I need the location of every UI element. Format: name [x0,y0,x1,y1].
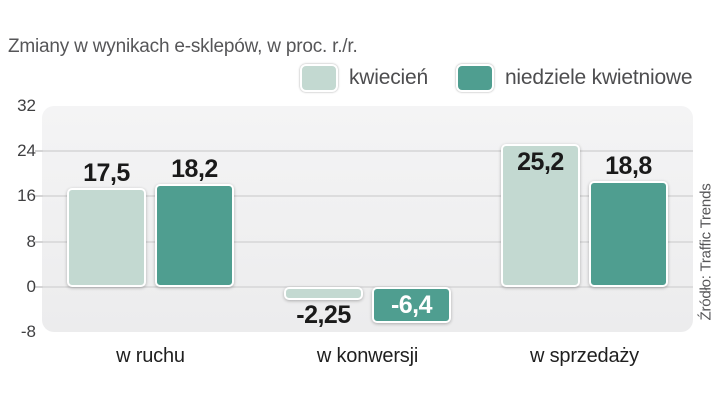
ytick-8 [35,240,43,243]
y-axis-label-24: 24 [17,141,36,161]
ytick-24 [35,150,43,153]
bar-kwiecien-w-sprzedazy [501,144,580,287]
bar-kwiecien-w-konwersji [284,286,363,300]
value-label-niedziele-kwietniowe-w-konwersji: -6,4 [390,290,433,319]
y-axis-label-16: 16 [17,186,36,206]
y-axis-label-8: 8 [26,231,36,251]
legend: kwiecień niedziele kwietniowe [300,64,693,92]
y-axis-label-0: 0 [26,276,36,296]
bar-niedziele-kwietniowe-w-sprzedazy [589,180,668,287]
value-label-kwiecien-w-konwersji: -2,25 [296,300,351,329]
source-credit: Źródło: Traffic Trends [697,183,715,321]
y-axis-label-32: 32 [17,96,36,115]
legend-swatch-niedziele-kwietniowe-icon [455,64,494,92]
gridline-24 [42,150,693,153]
bar-niedziele-kwietniowe-w-ruchu [155,183,234,287]
legend-swatch-kwiecien-icon [300,64,338,92]
bar-niedziele-kwietniowe-w-konwersji [372,286,451,323]
gridline-0 [42,285,693,288]
legend-label-niedziele-kwietniowe: niedziele kwietniowe [504,66,693,89]
plot-area [42,106,693,332]
x-axis-label-w-ruchu: w ruchu [116,345,185,367]
ytick-16 [35,195,43,198]
value-label-niedziele-kwietniowe-w-ruchu: 18,2 [171,154,218,183]
x-axis-label-w-konwersji: w konwersji [316,345,419,367]
legend-label-kwiecien: kwiecień [349,66,428,89]
bar-kwiecien-w-ruchu [67,187,146,287]
legend-item-niedziele-kwietniowe: niedziele kwietniowe [455,64,693,92]
y-axis-label--8: -8 [20,322,36,341]
value-label-niedziele-kwietniowe-w-sprzedazy: 18,8 [605,151,652,180]
chart-title: Zmiany w wynikach e-sklepów, w proc. r./… [8,36,358,57]
gridline-8 [42,240,693,243]
gridline-16 [42,195,693,198]
legend-item-kwiecien: kwiecień [300,64,428,92]
x-axis-label-w-sprzedazy: w sprzedaży [530,345,639,367]
ytick-0 [35,285,43,288]
value-label-kwiecien-w-ruchu: 17,5 [83,158,130,187]
value-label-kwiecien-w-sprzedazy: 25,2 [517,148,564,177]
